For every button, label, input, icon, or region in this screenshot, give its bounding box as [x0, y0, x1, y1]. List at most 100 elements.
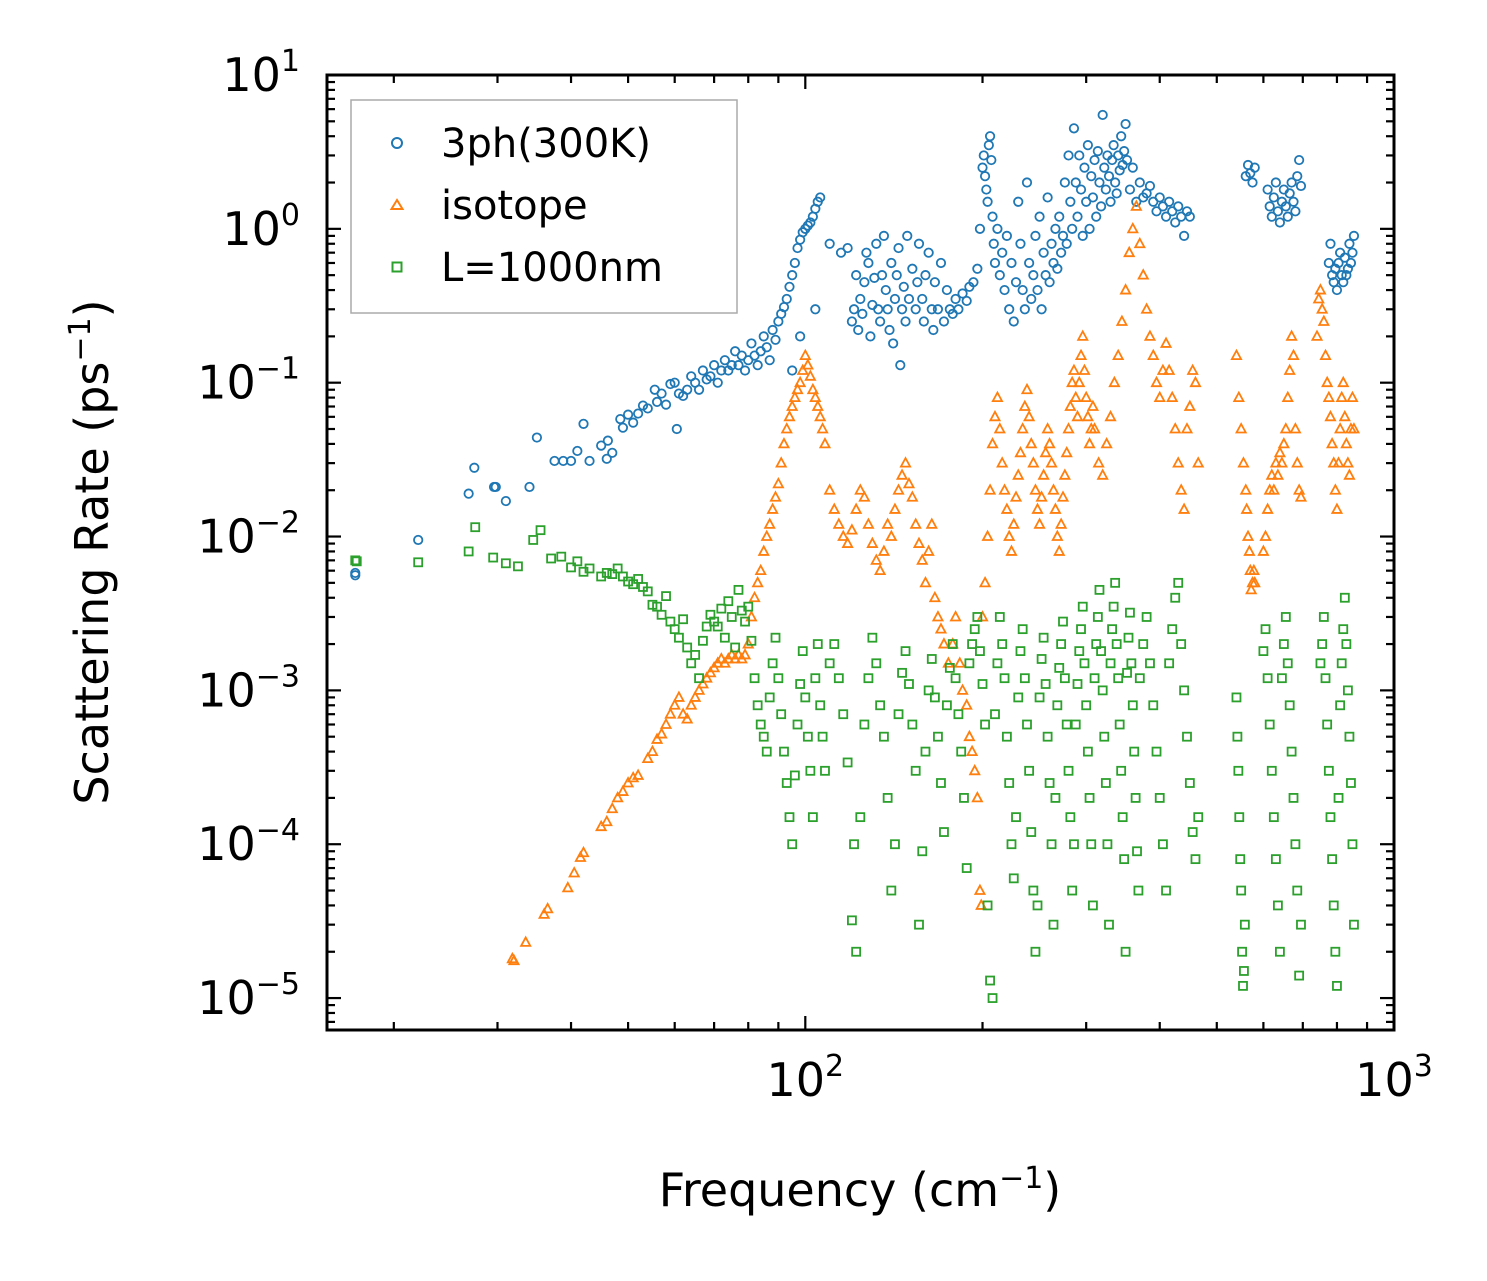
- point-0-157: [1001, 230, 1012, 241]
- point-2-250: [1276, 673, 1287, 684]
- point-2-44: [719, 632, 730, 643]
- point-1-170: [1086, 399, 1100, 411]
- point-2-206: [1127, 700, 1138, 711]
- point-1-23: [668, 698, 681, 710]
- point-1-106: [949, 610, 962, 622]
- point-1-109: [960, 698, 973, 710]
- point-1-205: [1235, 422, 1248, 434]
- point-1-84: [874, 563, 887, 576]
- point-2-46: [726, 612, 737, 622]
- point-0-242: [1181, 206, 1193, 217]
- point-2-269: [1328, 900, 1339, 911]
- point-1-233: [1291, 456, 1304, 468]
- point-0-111: [895, 360, 906, 371]
- point-0-125: [926, 304, 937, 315]
- point-2-270: [1330, 946, 1341, 957]
- point-2-38: [698, 635, 708, 646]
- point-1-231: [1287, 348, 1300, 360]
- point-2-25: [642, 586, 653, 597]
- point-0-140: [972, 263, 983, 274]
- point-0-262: [1288, 196, 1299, 207]
- y-tick-label-base: 10: [197, 510, 256, 564]
- point-0-68: [787, 270, 798, 281]
- point-2-28: [656, 609, 667, 620]
- point-2-217: [1154, 793, 1165, 803]
- point-1-48: [757, 544, 770, 556]
- point-2-274: [1336, 658, 1347, 669]
- point-2-145: [1022, 719, 1032, 730]
- point-2-70: [797, 646, 808, 657]
- point-1-11: [606, 801, 619, 814]
- point-1-107: [953, 656, 966, 668]
- point-2-224: [1176, 639, 1187, 649]
- point-2-247: [1270, 854, 1281, 865]
- point-0-18: [602, 435, 613, 446]
- point-2-179: [1086, 839, 1097, 850]
- point-0-208: [1099, 162, 1110, 173]
- point-2-17: [601, 568, 612, 578]
- point-0-170: [1030, 230, 1041, 241]
- point-0-20: [615, 413, 626, 425]
- point-2-174: [1077, 601, 1088, 612]
- point-1-251: [1335, 390, 1348, 402]
- point-1-3: [537, 907, 551, 919]
- point-1-160: [1069, 390, 1082, 402]
- point-1-19: [650, 732, 664, 744]
- point-2-254: [1284, 700, 1295, 711]
- point-0-249: [1262, 184, 1273, 195]
- point-0-206: [1095, 201, 1107, 212]
- point-2-32: [674, 632, 684, 643]
- point-1-45: [748, 590, 761, 603]
- point-1-30: [696, 677, 710, 689]
- point-1-95: [912, 536, 926, 548]
- point-1-161: [1071, 409, 1084, 422]
- point-0-23: [628, 417, 639, 428]
- point-1-83: [870, 553, 883, 565]
- point-0-39: [693, 384, 705, 395]
- point-1-229: [1283, 363, 1296, 375]
- point-2-112: [939, 827, 949, 837]
- point-2-37: [694, 673, 704, 684]
- point-1-183: [1133, 236, 1146, 249]
- point-0-169: [1028, 270, 1039, 281]
- point-2-181: [1089, 673, 1100, 684]
- point-2-205: [1126, 658, 1137, 669]
- point-0-218: [1114, 165, 1125, 176]
- point-1-5: [561, 881, 574, 893]
- point-0-230: [1144, 180, 1156, 192]
- point-0-190: [1068, 123, 1080, 134]
- point-1-44: [745, 610, 758, 622]
- point-2-226: [1182, 731, 1192, 742]
- point-0-278: [1341, 270, 1352, 281]
- point-2-142: [1015, 646, 1026, 657]
- point-0-46: [719, 355, 730, 366]
- point-1-122: [991, 390, 1004, 402]
- point-2-22: [628, 579, 639, 590]
- point-1-27: [685, 698, 698, 710]
- point-2-239: [1239, 966, 1249, 976]
- point-2-52: [746, 635, 757, 646]
- point-1-114: [973, 883, 987, 895]
- point-1-242: [1321, 375, 1334, 388]
- point-2-71: [800, 692, 811, 703]
- point-0-145: [981, 184, 992, 195]
- point-0-124: [923, 247, 934, 258]
- point-0-163: [1015, 238, 1026, 249]
- point-2-246: [1268, 812, 1279, 823]
- point-0-15: [584, 455, 595, 467]
- point-0-7: [500, 495, 511, 507]
- point-1-118: [981, 529, 994, 541]
- point-0-31: [665, 378, 676, 390]
- point-0-184: [1057, 230, 1069, 241]
- point-2-10: [546, 553, 557, 564]
- x-tick-label-exp: 3: [1414, 1049, 1433, 1084]
- point-0-165: [1019, 304, 1030, 315]
- point-1-18: [646, 744, 659, 756]
- point-1-137: [1025, 437, 1038, 449]
- point-1-138: [1027, 456, 1040, 468]
- point-0-156: [999, 284, 1010, 296]
- point-2-162: [1056, 639, 1067, 649]
- point-0-80: [810, 304, 821, 315]
- point-0-241: [1179, 230, 1190, 241]
- point-2-282: [1349, 919, 1359, 930]
